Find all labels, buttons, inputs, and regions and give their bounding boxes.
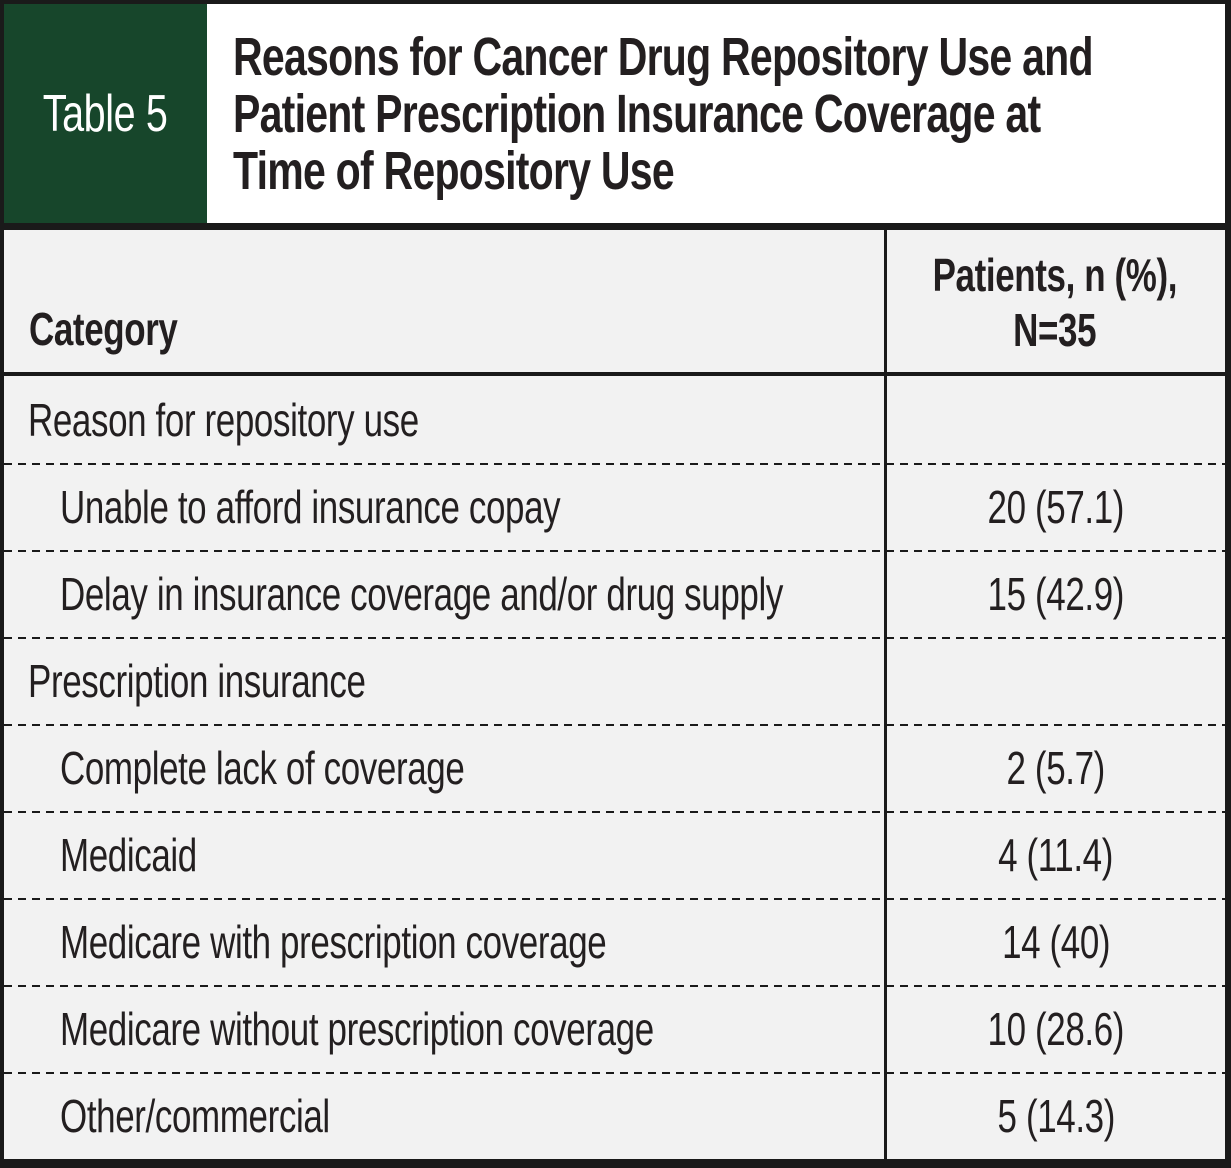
row-label: Reason for repository use xyxy=(28,393,419,446)
column-header-patients-line-1: Patients, n (%), xyxy=(932,249,1177,301)
table-header-row: Category Patients, n (%), N=35 xyxy=(4,230,1225,372)
table: Category Patients, n (%), N=35 Reason fo… xyxy=(4,230,1225,1159)
table-title-line-1: Reasons for Cancer Drug Repository Use a… xyxy=(233,27,1094,87)
row-label: Medicaid xyxy=(60,828,197,881)
header-rule xyxy=(4,372,1225,376)
column-header-patients: Patients, n (%), N=35 xyxy=(884,230,1225,372)
table-number-label: Table 5 xyxy=(43,84,168,143)
row-value: 20 (57.1) xyxy=(987,480,1125,533)
column-header-category-label: Category xyxy=(29,303,178,355)
row-label: Medicare without prescription coverage xyxy=(60,1002,654,1055)
row-value: 14 (40) xyxy=(1001,915,1111,968)
table-row-medicare-with: Medicare with prescription coverage 14 (… xyxy=(4,898,1225,985)
row-value: 15 (42.9) xyxy=(987,567,1125,620)
table-row-medicare-without: Medicare without prescription coverage 1… xyxy=(4,985,1225,1072)
row-label: Complete lack of coverage xyxy=(60,741,465,794)
table-title-line-2: Patient Prescription Insurance Coverage … xyxy=(233,84,1041,144)
table-number-badge: Table 5 xyxy=(4,4,207,223)
table-row-delay-in-coverage: Delay in insurance coverage and/or drug … xyxy=(4,550,1225,637)
title-band: Table 5 Reasons for Cancer Drug Reposito… xyxy=(4,4,1225,223)
row-label: Other/commercial xyxy=(60,1089,330,1142)
row-label: Delay in insurance coverage and/or drug … xyxy=(60,567,783,620)
table-row-insurance-section: Prescription insurance xyxy=(4,637,1225,724)
table-title-line-3: Time of Repository Use xyxy=(233,141,675,201)
table-row-reason-section: Reason for repository use xyxy=(4,376,1225,463)
row-label: Medicare with prescription coverage xyxy=(60,915,607,968)
table-row-medicaid: Medicaid 4 (11.4) xyxy=(4,811,1225,898)
table-title: Reasons for Cancer Drug Repository Use a… xyxy=(207,4,1225,223)
title-table-divider xyxy=(4,223,1225,230)
row-value: 5 (14.3) xyxy=(997,1089,1115,1142)
column-divider xyxy=(884,230,887,1159)
row-value: 2 (5.7) xyxy=(1006,741,1106,794)
row-label: Prescription insurance xyxy=(28,654,366,707)
table-row-other-commercial: Other/commercial 5 (14.3) xyxy=(4,1072,1225,1159)
table-row-unable-to-afford: Unable to afford insurance copay 20 (57.… xyxy=(4,463,1225,550)
column-header-patients-line-2: N=35 xyxy=(1012,304,1097,356)
column-header-category: Category xyxy=(4,230,884,372)
table-row-complete-lack: Complete lack of coverage 2 (5.7) xyxy=(4,724,1225,811)
row-value: 4 (11.4) xyxy=(998,828,1114,881)
row-value: 10 (28.6) xyxy=(987,1002,1125,1055)
row-label: Unable to afford insurance copay xyxy=(60,480,561,533)
